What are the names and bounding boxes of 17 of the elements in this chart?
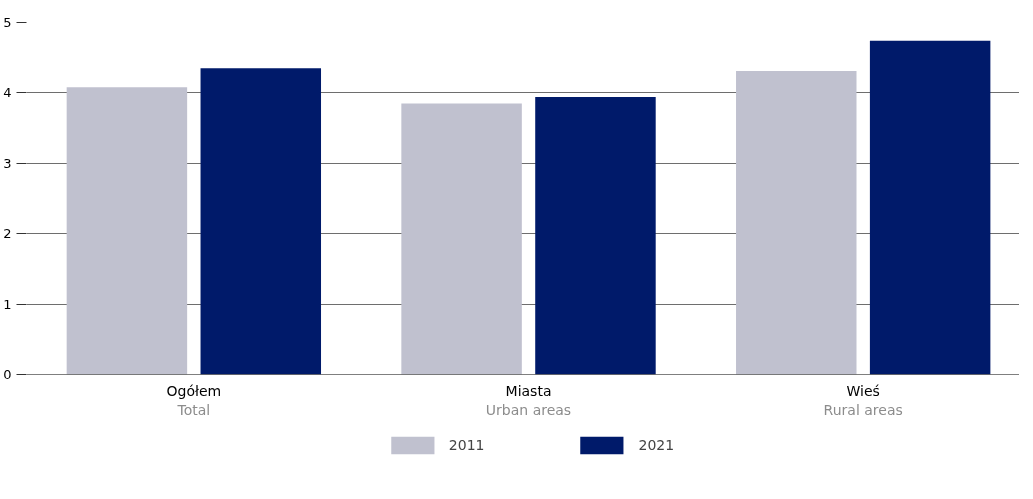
legend-label: 2011 (448, 437, 485, 453)
y-tick-label: 1 (3, 296, 12, 312)
bar (535, 97, 656, 375)
bar (869, 40, 991, 375)
category-label: Wieś Rural areas (823, 382, 903, 418)
bar (200, 68, 322, 375)
y-tick-label: 2 (3, 226, 12, 242)
bar (736, 71, 857, 375)
y-tick-label: 5 (3, 15, 12, 30)
bar (401, 103, 522, 375)
y-tick-label: 0 (3, 367, 12, 382)
y-tick-label: 3 (3, 155, 12, 171)
legend-label: 2021 (638, 437, 675, 453)
category-label: Ogółem Total (166, 382, 222, 418)
bar (66, 87, 188, 375)
category-label: Miasta Urban areas (485, 382, 572, 418)
y-tick-label: 4 (3, 85, 12, 101)
